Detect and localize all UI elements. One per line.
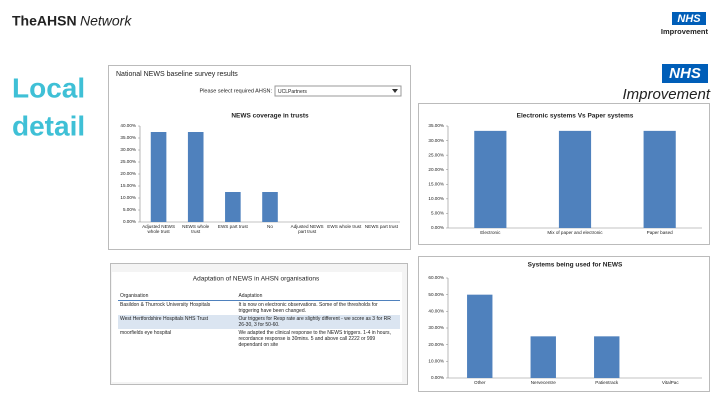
x-tick-label: No — [267, 224, 273, 229]
nhs-sub: Improvement — [622, 86, 710, 103]
select-label: Please select required AHSN: — [200, 88, 273, 94]
x-tick-label: NEWS whole trust — [182, 224, 210, 235]
x-tick-label: Paper based — [646, 230, 673, 235]
chart-title: Electronic systems Vs Paper systems — [517, 113, 634, 120]
x-tick-label: Electronic — [480, 230, 501, 235]
bar — [474, 130, 507, 228]
nhs-text: NHS — [677, 13, 701, 25]
table-cell: We adapted the clinical response to the … — [238, 330, 391, 348]
chart-title: NEWS coverage in trusts — [231, 113, 309, 120]
x-tick-label: Adjusted NEWS whole trust — [142, 224, 176, 235]
y-tick-label: 50.00% — [428, 292, 444, 297]
column-header: Adaptation — [236, 292, 400, 301]
bar — [187, 132, 204, 222]
y-tick-label: 0.00% — [123, 219, 136, 224]
y-tick-label: 40.00% — [428, 309, 444, 314]
x-tick-wrap: Mix of paper and electronic — [547, 230, 603, 235]
y-tick-label: 25.00% — [428, 152, 444, 157]
dropdown[interactable] — [274, 85, 402, 97]
y-tick-label: 20.00% — [428, 167, 444, 172]
y-tick-label: 10.00% — [120, 195, 136, 200]
table-cell: It is now on electronic observations. So… — [238, 302, 378, 314]
table: Organisation Adaptation Basildon & Thurroc… — [118, 292, 400, 349]
y-tick-label: 30.00% — [428, 325, 444, 330]
table-title: Adaptation of NEWS in AHSN organisations — [193, 276, 320, 283]
x-tick-wrap: NEWS whole trust — [182, 224, 210, 235]
table-row: Basildon & Thurrock University Hospitals… — [118, 301, 400, 316]
y-tick-label: 5.00% — [431, 211, 444, 216]
nhs-badge — [672, 12, 706, 25]
x-tick-label: VitalPac — [661, 380, 679, 385]
x-tick-label: Patientrack — [595, 380, 619, 385]
x-tick-label: Adjusted NEWS part trust — [290, 224, 324, 235]
y-tick-label: 35.00% — [428, 123, 444, 128]
header-row: Organisation Adaptation — [118, 292, 400, 301]
table-cell: Basildon & Thurrock University Hospitals — [120, 302, 211, 308]
dropdown-value: UCLPartners — [278, 89, 307, 95]
x-tick-wrap: EWS whole trust — [327, 224, 362, 229]
bar — [643, 130, 676, 228]
network-italic: Network — [80, 13, 132, 29]
y-tick-label: 10.00% — [428, 196, 444, 201]
x-tick-label: EWS part trust — [217, 224, 248, 229]
nhs-badge — [662, 64, 708, 83]
x-tick-wrap: EWS part trust — [217, 224, 248, 229]
y-tick-label: 15.00% — [428, 182, 444, 187]
x-tick-wrap: Other — [474, 380, 486, 385]
side-title: Local — [12, 72, 85, 103]
bar — [594, 336, 620, 378]
x-tick-wrap: Electronic — [480, 230, 501, 235]
y-tick-label: 10.00% — [428, 359, 444, 364]
x-tick-label: Mix of paper and electronic — [547, 230, 603, 235]
y-tick-label: 20.00% — [120, 171, 136, 176]
y-tick-label: 30.00% — [120, 147, 136, 152]
column-header: Organisation — [118, 292, 237, 301]
bar — [225, 192, 241, 222]
dropdown-arrow — [392, 89, 398, 93]
nhs-text: NHS — [669, 65, 701, 82]
bar — [467, 294, 493, 378]
x-tick-wrap: Adjusted NEWS whole trust — [142, 224, 176, 235]
survey-title: National NEWS baseline survey results — [116, 71, 238, 78]
x-tick-label: NEWS part trust — [364, 224, 398, 229]
x-tick-label: Other — [474, 380, 486, 385]
y-tick-label: 5.00% — [123, 207, 136, 212]
x-tick-label: EWS whole trust — [327, 224, 362, 229]
y-tick-label: 25.00% — [120, 159, 136, 164]
x-tick-wrap: No — [267, 224, 273, 229]
chart-panel — [418, 256, 710, 392]
x-tick-wrap: Patientrack — [595, 380, 619, 385]
x-tick-label: Nervecentre — [530, 380, 556, 385]
bar — [150, 132, 167, 222]
x-tick-wrap: Nervecentre — [530, 380, 556, 385]
y-tick-label: 0.00% — [431, 375, 444, 380]
x-tick-wrap: NEWS part trust — [364, 224, 398, 229]
y-tick-label: 15.00% — [120, 183, 136, 188]
table-cell: moorfields eye hospital — [120, 330, 172, 336]
table-row: West Hertfordshire Hospitals NHS Trust Ou… — [118, 315, 400, 329]
x-tick-wrap: Adjusted NEWS part trust — [290, 224, 324, 235]
bar — [558, 130, 592, 228]
y-tick-label: 40.00% — [120, 123, 136, 128]
bar — [530, 336, 556, 378]
network-bold: TheAHSN — [12, 13, 77, 29]
x-tick-wrap: Paper based — [646, 230, 673, 235]
chart-title: Systems being used for NEWS — [528, 262, 623, 269]
y-tick-label: 20.00% — [428, 342, 444, 347]
table-row: moorfields eye hospital We adapted the cl… — [118, 329, 400, 349]
x-tick-wrap: VitalPac — [661, 380, 679, 385]
side-title: detail — [12, 110, 85, 141]
table-cell: West Hertfordshire Hospitals NHS Trust — [118, 315, 237, 329]
nhs-sub: Improvement — [661, 27, 709, 36]
table-cell: Our triggers for Resp rate are slightly … — [236, 315, 400, 329]
bar — [262, 192, 278, 222]
y-tick-label: 30.00% — [428, 138, 444, 143]
y-tick-label: 35.00% — [120, 135, 136, 140]
y-tick-label: 0.00% — [431, 225, 444, 230]
y-tick-label: 60.00% — [428, 275, 444, 280]
